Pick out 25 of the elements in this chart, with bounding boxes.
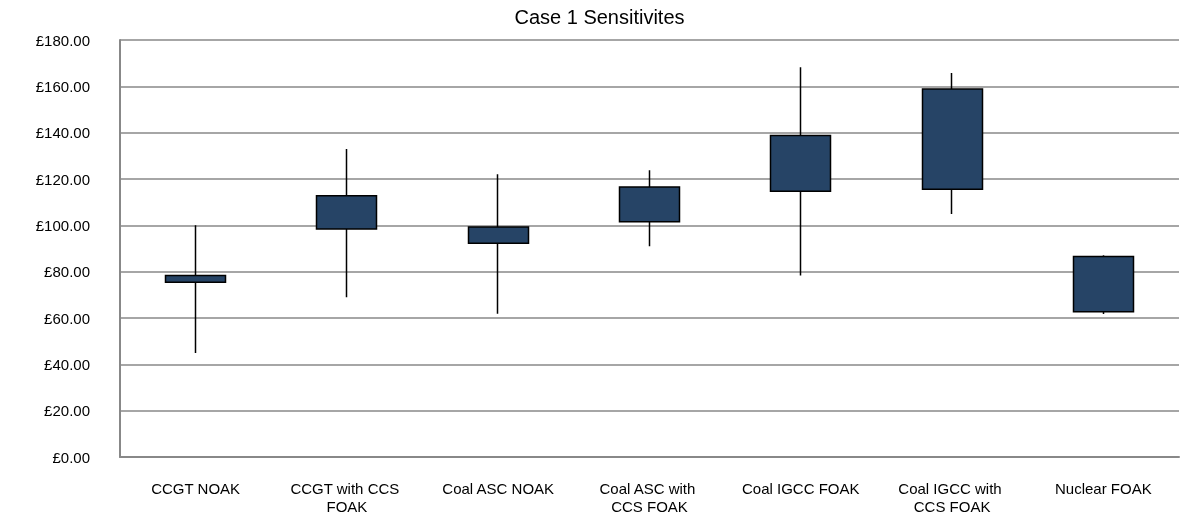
- candlestick: [921, 72, 984, 215]
- x-tick-label: Coal ASC NOAK: [442, 479, 555, 497]
- candlestick: [769, 66, 832, 277]
- x-tick-label: Coal IGCC FOAK: [742, 479, 860, 497]
- y-tick-label: £20.00: [44, 402, 90, 420]
- x-tick-label: CCGT with CCS FOAK: [290, 479, 404, 515]
- candlestick: [164, 224, 227, 354]
- x-tick-label: Nuclear FOAK: [1055, 479, 1152, 497]
- y-tick-label: £120.00: [35, 170, 90, 188]
- y-tick-label: £160.00: [35, 77, 90, 95]
- x-tick-label: CCGT NOAK: [151, 479, 241, 497]
- y-tick-label: £180.00: [35, 31, 90, 49]
- chart-title: Case 1 Sensitivites: [514, 6, 685, 28]
- candlestick: [1072, 254, 1135, 315]
- x-tick-label: Coal IGCC with CCS FOAK: [898, 479, 1006, 515]
- y-tick-label: £80.00: [44, 263, 90, 281]
- y-tick-label: £60.00: [44, 309, 90, 327]
- candlestick: [467, 173, 530, 315]
- y-tick-label: £140.00: [35, 124, 90, 142]
- y-tick-label: £0.00: [52, 448, 90, 466]
- y-tick-label: £40.00: [44, 355, 90, 373]
- candlestick: [315, 148, 378, 298]
- x-tick-label: Coal ASC with CCS FOAK: [599, 479, 700, 515]
- candlestick: [618, 169, 681, 247]
- y-tick-label: £100.00: [35, 216, 90, 234]
